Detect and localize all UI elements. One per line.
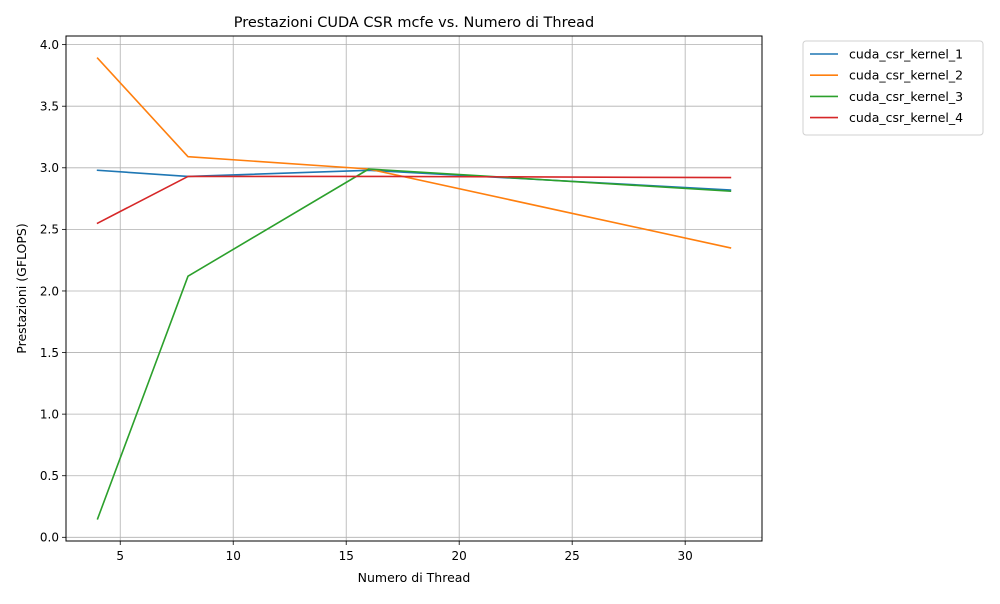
series-line-4 xyxy=(96,175,732,225)
chart-title: Prestazioni CUDA CSR mcfe vs. Numero di … xyxy=(234,15,595,31)
legend-items: cuda_csr_kernel_1 cuda_csr_kernel_2 cuda_c… xyxy=(810,47,963,125)
x-axis-label: Numero di Thread xyxy=(358,570,471,585)
legend: cuda_csr_kernel_1 cuda_csr_kernel_2 cuda_c… xyxy=(802,40,984,136)
y-tick-label: 2.0 xyxy=(40,284,59,298)
y-axis-label: Prestazioni (GFLOPS) xyxy=(14,223,29,353)
legend-label-4: cuda_csr_kernel_4 xyxy=(849,110,963,125)
grid-lines xyxy=(66,36,762,541)
series-line-3 xyxy=(96,168,732,520)
series-lines xyxy=(96,57,732,520)
y-tick-label: 1.5 xyxy=(40,346,59,360)
x-tick-label: 25 xyxy=(565,549,580,563)
series-line-1 xyxy=(96,169,732,191)
legend-label-2: cuda_csr_kernel_2 xyxy=(849,68,963,83)
x-axis-ticks: 5 10 15 20 25 30 xyxy=(116,541,693,563)
x-tick-label: 30 xyxy=(678,549,693,563)
y-tick-label: 4.0 xyxy=(40,38,59,52)
y-axis-ticks: 0.0 0.5 1.0 1.5 2.0 2.5 3.0 3.5 4.0 xyxy=(40,38,66,545)
x-tick-label: 20 xyxy=(452,549,467,563)
x-tick-label: 5 xyxy=(116,549,124,563)
plot-area-frame xyxy=(65,35,763,542)
y-tick-label: 3.0 xyxy=(40,161,59,175)
y-tick-label: 3.5 xyxy=(40,100,59,114)
y-tick-label: 0.5 xyxy=(40,469,59,483)
x-tick-label: 15 xyxy=(339,549,354,563)
y-tick-label: 2.5 xyxy=(40,223,59,237)
legend-label-3: cuda_csr_kernel_3 xyxy=(849,89,963,104)
legend-label-1: cuda_csr_kernel_1 xyxy=(849,47,963,62)
x-tick-label: 10 xyxy=(226,549,241,563)
legend-box xyxy=(802,40,984,136)
y-tick-label: 0.0 xyxy=(40,531,59,545)
series-line-2 xyxy=(96,57,732,249)
y-tick-label: 1.0 xyxy=(40,407,59,421)
